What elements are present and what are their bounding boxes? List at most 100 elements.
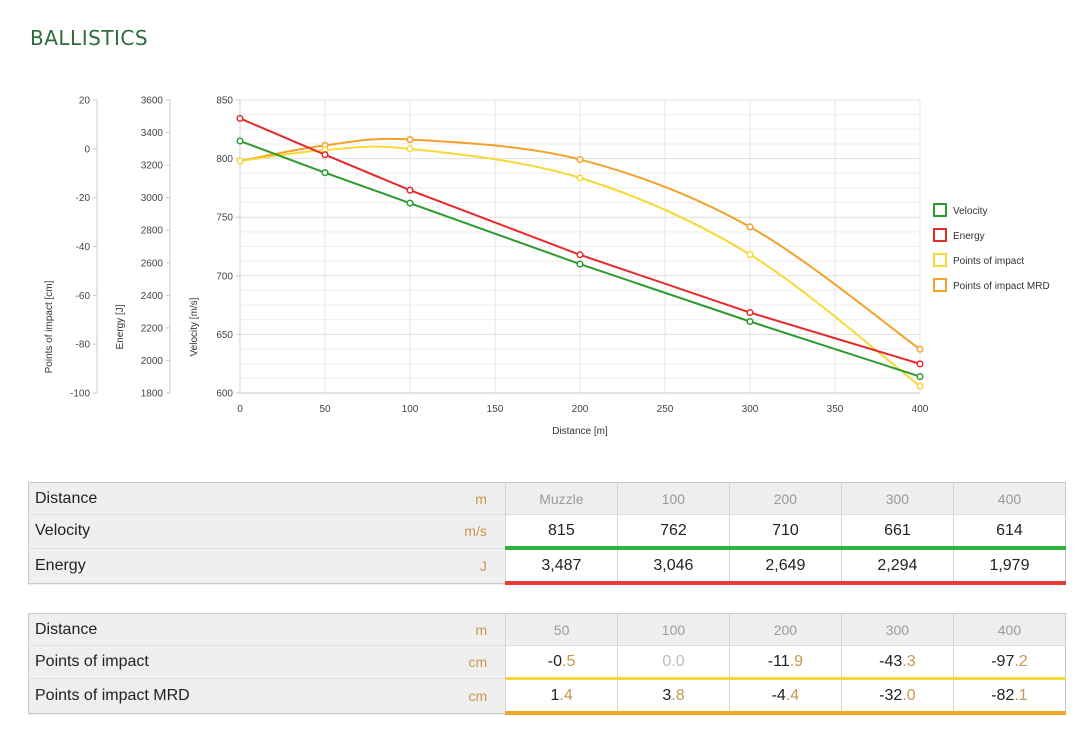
value-dec: .3 [902,652,916,670]
cell: 50 [505,613,618,646]
value-int: -4 [771,686,786,704]
data-point-points-of-impact-mrd [916,345,924,353]
cell: 762 [616,514,730,550]
x-tick-label: 0 [237,404,243,415]
cell: 710 [728,514,842,550]
value-dec: .9 [789,652,804,670]
x-tick-label: 50 [319,404,331,415]
series-line-energy [239,117,921,365]
value-int: -0 [547,652,563,670]
x-tick-label: 250 [657,404,674,415]
value-dec: .5 [562,652,576,670]
data-point-velocity [576,260,584,268]
legend-label-velocity: Velocity [953,206,987,217]
x-tick-label: 200 [572,404,589,415]
legend-label-points-of-impact-mrd: Points of impact MRD [953,281,1050,292]
cell: 300 [840,482,954,515]
energy-tick-label: 2600 [141,258,164,269]
poi-axis-title: Points of impact [cm] [44,280,55,373]
value-dec: .0 [671,652,685,670]
legend-swatch-energy [933,228,947,242]
cell: 661 [840,514,954,550]
value-int: -43 [879,652,903,670]
x-tick-label: 100 [402,404,419,415]
row-label: Distance [35,620,98,638]
row-unit: m [475,621,488,638]
poi-tick-label: -60 [76,291,91,302]
data-point-energy [916,360,924,368]
energy-tick-label: 2400 [141,291,164,302]
data-point-points-of-impact [916,382,924,390]
value-int: -11 [767,652,790,670]
legend-label-points-of-impact: Points of impact [953,256,1024,267]
value-int: -97 [991,652,1015,670]
legend-swatch-points-of-impact [933,253,947,267]
energy-tick-label: 1800 [141,389,164,400]
cell: 3,046 [616,547,730,585]
energy-tick-label: 2800 [141,226,164,237]
data-point-velocity [746,317,754,326]
x-tick-label: 350 [827,404,844,415]
cell: -0.5 [505,645,618,680]
data-point-velocity [406,199,414,207]
cell: 2,294 [840,547,954,585]
cell: 100 [617,613,730,646]
x-tick-label: 300 [742,404,759,415]
cell: 200 [728,613,842,646]
energy-tick-label: 3200 [141,161,164,172]
velocity-tick-label: 600 [216,389,233,400]
value-int: 1 [550,686,560,704]
cell: 400 [952,482,1066,515]
value-dec: .8 [671,686,685,704]
velocity-tick-label: 700 [216,271,233,282]
row-label: Points of impact MRD [28,678,323,713]
legend-label-energy: Energy [953,231,985,242]
cell: Muzzle [504,482,618,515]
table-row: Velocity m/s 815 762 710 661 614 [28,514,1066,550]
data-point-energy [321,151,329,159]
points-of-impact-table: Distance m 50 100 200 300 400 Points of … [28,613,1066,715]
cell: 3.8 [617,678,730,715]
legend-swatch-velocity [933,203,947,217]
data-point-velocity [916,373,924,381]
cell: 3,487 [504,547,618,585]
energy-tick-label: 3600 [141,96,164,107]
data-point-velocity [236,137,244,145]
energy-tick-label: 3000 [141,193,164,204]
table-row: Points of impact MRD cm 1.4 3.8 -4.4 -32… [28,678,1066,715]
data-point-points-of-impact [576,174,584,182]
cell: -32.0 [840,678,954,715]
value-dec: .0 [902,686,916,704]
legend-swatch-points-of-impact-mrd [933,278,947,292]
cell: 300 [840,613,954,646]
cell: 815 [504,514,618,550]
value-int: -32 [879,686,903,704]
velocity-axis-title: Velocity [m/s] [189,297,200,356]
row-label: Velocity [28,514,322,548]
cell: 0.0 [617,645,730,680]
cell: -43.3 [840,645,954,680]
cell: 1.4 [505,678,618,715]
row-label: Energy [28,547,322,583]
poi-tick-label: -40 [76,242,91,253]
value-int: 0 [662,652,672,670]
cell: -11.9 [728,645,842,680]
value-dec: .4 [559,686,573,704]
velocity-tick-label: 850 [216,96,233,107]
value-int: 3 [662,686,672,704]
value-dec: .4 [785,686,800,704]
energy-tick-label: 3400 [141,128,164,139]
data-point-energy [576,251,584,259]
x-axis-title: Distance [m] [552,426,608,437]
energy-tick-label: 2200 [141,323,164,334]
cell: -97.2 [952,645,1066,680]
row-unit: m [475,490,487,507]
table-row: Points of impact cm -0.5 0.0 -11.9 -43.3… [28,645,1066,680]
data-point-velocity [321,169,329,177]
cell: -4.4 [728,678,842,715]
row-unit: cm [322,678,506,713]
cell: 100 [616,482,730,515]
series-line-velocity [239,140,921,378]
page-title: BALLISTICS [30,26,149,50]
velocity-tick-label: 750 [216,213,233,224]
